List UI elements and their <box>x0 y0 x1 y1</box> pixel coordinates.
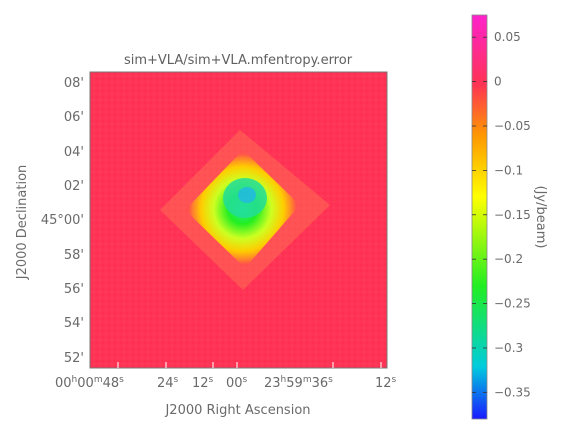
x-tick-label: 23h59m36s <box>264 375 333 391</box>
y-tick-label: 58' <box>64 248 84 263</box>
image-center-min <box>238 187 256 203</box>
colorbar-tick-label: 0 <box>494 75 502 89</box>
x-tick-label: 00s <box>226 375 248 391</box>
y-tick-label: 06' <box>64 110 84 125</box>
colorbar <box>471 14 488 420</box>
y-tick-label: 52' <box>64 351 84 366</box>
colorbar-label: (Jy/beam) <box>533 186 548 249</box>
y-tick-label: 54' <box>64 316 84 331</box>
image-panel <box>90 72 387 368</box>
colorbar-tick-label: 0.05 <box>494 30 521 44</box>
colorbar-tick-label: −0.05 <box>494 119 531 133</box>
tick-marks <box>117 362 382 368</box>
x-tick-label: 12s <box>375 375 397 391</box>
colorbar-tick-label: −0.35 <box>494 385 531 399</box>
plot-frame <box>89 71 388 369</box>
colorbar-ticks: 0.05 0 −0.05 −0.1 −0.15 −0.2 −0.25 −0.3 −0.35 <box>472 30 531 399</box>
x-tick-label: 24s <box>157 375 179 391</box>
y-tick-label: 45°00' <box>41 213 84 228</box>
chart-title: sim+VLA/sim+VLA.mfentropy.error <box>124 53 353 68</box>
x-axis-label: J2000 Right Ascension <box>164 403 310 418</box>
x-tick-label: 00h00m48s <box>55 375 124 391</box>
colorbar-tick-label: −0.3 <box>494 341 523 355</box>
y-axis-label: J2000 Declination <box>15 165 30 281</box>
y-tick-label: 08' <box>64 76 84 91</box>
colorbar-tick-label: −0.1 <box>494 163 523 177</box>
y-tick-label: 04' <box>64 145 84 160</box>
colorbar-tick-label: −0.25 <box>494 297 531 311</box>
x-tick-label: 12s <box>192 375 214 391</box>
y-tick-labels: 08' 06' 04' 02' 45°00' 58' 56' 54' 52' <box>41 76 84 366</box>
y-tick-label: 02' <box>64 179 84 194</box>
x-tick-labels: 00h00m48s 24s 12s 00s 23h59m36s 12s <box>55 375 397 391</box>
colorbar-tick-label: −0.15 <box>494 208 531 222</box>
colorbar-tick-label: −0.2 <box>494 252 523 266</box>
y-tick-label: 56' <box>64 282 84 297</box>
